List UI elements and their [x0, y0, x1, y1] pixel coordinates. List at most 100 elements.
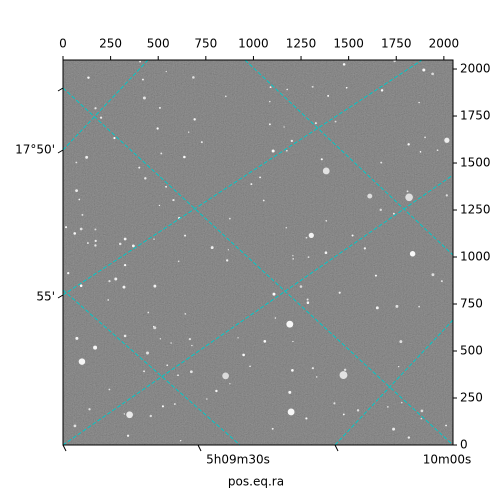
star [250, 183, 253, 186]
star [177, 374, 179, 377]
star [322, 167, 330, 175]
y2-tick-label: 1000 [460, 250, 491, 264]
star [405, 193, 413, 202]
star [123, 237, 127, 241]
star [420, 409, 424, 413]
star [338, 291, 341, 294]
star [156, 127, 159, 130]
star [283, 126, 285, 128]
star [440, 280, 443, 283]
star [75, 161, 78, 164]
star [374, 274, 377, 277]
star [305, 417, 308, 420]
grid-line [63, 87, 453, 445]
star [94, 228, 97, 231]
star [399, 340, 403, 344]
star [224, 95, 227, 98]
star [393, 60, 396, 63]
star [188, 337, 192, 341]
star [225, 259, 229, 262]
star [184, 312, 187, 315]
star [345, 86, 348, 89]
grid-line [63, 60, 149, 151]
star [147, 311, 150, 314]
star [126, 434, 130, 437]
star [94, 107, 97, 110]
star [123, 334, 127, 338]
x-tick-label: 750 [194, 37, 217, 51]
star [342, 413, 345, 416]
star [144, 177, 147, 180]
star [324, 251, 328, 254]
star [285, 149, 288, 152]
star [79, 227, 83, 231]
star [320, 158, 323, 161]
star [387, 406, 389, 408]
star [263, 340, 267, 343]
star [170, 342, 172, 344]
frame [62, 59, 454, 446]
star [380, 89, 384, 92]
tick [197, 444, 202, 452]
star [158, 204, 161, 207]
x-axis-label: pos.eq.ra [228, 475, 284, 489]
star [409, 251, 416, 257]
star [165, 70, 167, 73]
star [184, 234, 187, 237]
stars [64, 60, 450, 442]
star [445, 194, 448, 197]
star [325, 219, 328, 222]
star [94, 244, 97, 247]
star [210, 246, 214, 250]
star [395, 304, 399, 308]
star [269, 100, 271, 103]
tick [334, 444, 339, 452]
star [292, 255, 294, 257]
star [259, 176, 261, 179]
star [307, 256, 310, 259]
sky-noise [63, 60, 453, 445]
grid-line [63, 174, 453, 445]
star [161, 405, 164, 408]
star [268, 123, 271, 126]
tick [57, 294, 64, 299]
star [418, 101, 420, 104]
star [436, 149, 439, 152]
star [287, 408, 295, 416]
x-tick-label: 1250 [286, 37, 317, 51]
star [192, 76, 195, 79]
star [228, 217, 231, 220]
star [305, 236, 308, 239]
x-tick-label: 1500 [333, 37, 364, 51]
star [286, 320, 294, 328]
star [306, 298, 309, 301]
y2-tick-label: 250 [460, 391, 483, 405]
star [292, 340, 294, 343]
star [87, 76, 90, 79]
star [146, 351, 149, 355]
star [108, 388, 111, 391]
grid-line [334, 319, 453, 445]
star [142, 96, 146, 100]
star [356, 409, 360, 412]
star [292, 258, 295, 260]
y2-tick-label: 750 [460, 297, 483, 311]
star [269, 86, 272, 89]
star [177, 260, 180, 263]
star [398, 366, 400, 368]
star [99, 116, 103, 119]
star [363, 247, 367, 250]
star [422, 68, 426, 72]
grid-line [63, 289, 241, 445]
star [64, 226, 68, 229]
y2-tick-label: 0 [460, 438, 468, 452]
star [67, 271, 70, 275]
star [86, 242, 89, 244]
star [286, 88, 288, 91]
star [78, 358, 86, 365]
star [118, 242, 122, 246]
star [314, 122, 317, 125]
star [342, 63, 346, 66]
star [143, 370, 145, 373]
